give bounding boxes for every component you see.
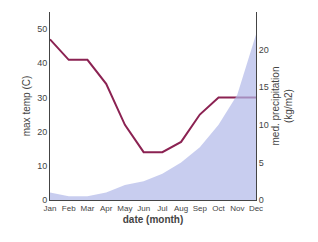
svg-text:date (month): date (month): [123, 214, 184, 225]
svg-text:Jul: Jul: [157, 204, 167, 213]
svg-text:30: 30: [37, 93, 47, 103]
svg-text:Feb: Feb: [62, 204, 76, 213]
svg-text:10: 10: [259, 120, 269, 130]
svg-text:Jan: Jan: [44, 204, 57, 213]
svg-text:40: 40: [37, 58, 47, 68]
svg-text:0: 0: [259, 195, 264, 205]
svg-text:max temp (C): max temp (C): [21, 76, 32, 137]
svg-text:May: May: [117, 204, 132, 213]
svg-text:Nov: Nov: [230, 204, 244, 213]
svg-text:med. precipitation(kg/m2): med. precipitation(kg/m2): [270, 67, 294, 146]
svg-text:Jun: Jun: [137, 204, 150, 213]
svg-text:50: 50: [37, 24, 47, 34]
svg-text:Oct: Oct: [212, 204, 225, 213]
svg-text:Sep: Sep: [193, 204, 208, 213]
svg-text:Mar: Mar: [81, 204, 95, 213]
svg-text:0: 0: [42, 195, 47, 205]
svg-text:Dec: Dec: [249, 204, 263, 213]
svg-text:5: 5: [259, 158, 264, 168]
svg-text:20: 20: [259, 45, 269, 55]
svg-text:Aug: Aug: [174, 204, 188, 213]
svg-text:20: 20: [37, 127, 47, 137]
svg-text:Apr: Apr: [100, 204, 113, 213]
svg-text:10: 10: [37, 161, 47, 171]
svg-text:15: 15: [259, 82, 269, 92]
